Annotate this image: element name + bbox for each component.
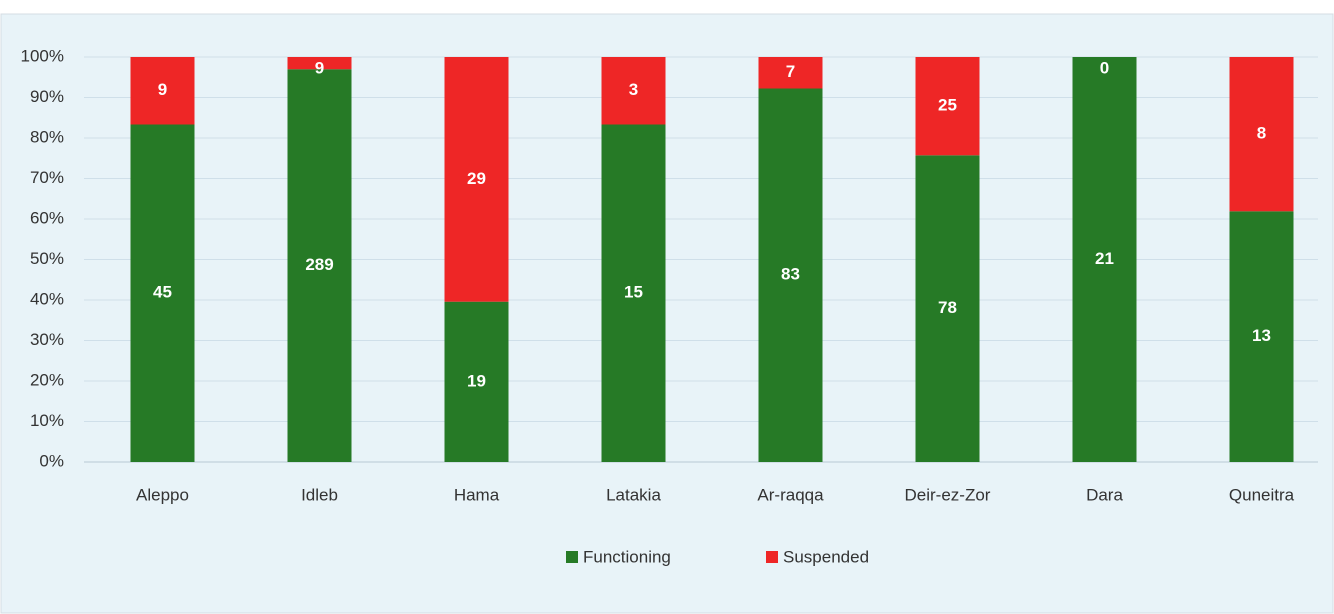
value-label: 19 [467, 371, 486, 390]
bar-segment [287, 69, 352, 463]
value-label: 25 [938, 96, 957, 115]
value-label: 289 [305, 255, 333, 274]
legend-label: Functioning [583, 547, 671, 566]
x-tick-label: Idleb [301, 485, 338, 504]
bar-segment [915, 57, 980, 156]
value-label: 29 [467, 169, 486, 188]
value-label: 45 [153, 283, 172, 302]
bar-segment [444, 301, 509, 462]
value-label: 8 [1257, 124, 1266, 143]
bar-segment [915, 155, 980, 462]
bar-segment [601, 124, 666, 462]
bar-segment [287, 57, 352, 70]
y-tick-label: 60% [30, 208, 64, 227]
x-tick-label: Aleppo [136, 485, 189, 504]
y-tick-label: 0% [39, 451, 64, 470]
y-tick-label: 40% [30, 289, 64, 308]
x-tick-label: Latakia [606, 485, 661, 504]
x-tick-label: Deir-ez-Zor [905, 485, 991, 504]
y-tick-label: 50% [30, 249, 64, 268]
legend-swatch [766, 551, 778, 563]
bar-segment [601, 57, 666, 125]
legend-label: Suspended [783, 547, 869, 566]
y-tick-label: 20% [30, 370, 64, 389]
y-tick-label: 70% [30, 168, 64, 187]
legend-swatch [566, 551, 578, 563]
bar-segment [1229, 57, 1294, 212]
y-tick-label: 30% [30, 330, 64, 349]
value-label: 21 [1095, 249, 1114, 268]
y-tick-label: 90% [30, 87, 64, 106]
value-label: 9 [315, 58, 324, 77]
value-label: 83 [781, 265, 800, 284]
bar-segment [1072, 57, 1137, 462]
y-tick-label: 80% [30, 127, 64, 146]
value-label: 15 [624, 283, 643, 302]
x-tick-label: Ar-raqqa [757, 485, 824, 504]
bar-segment [1229, 211, 1294, 462]
x-tick-label: Dara [1086, 485, 1123, 504]
bar-segment [130, 124, 195, 462]
x-tick-label: Hama [454, 485, 500, 504]
value-label: 7 [786, 62, 795, 81]
value-label: 78 [938, 298, 957, 317]
y-tick-label: 100% [21, 46, 64, 65]
value-label: 0 [1100, 58, 1109, 77]
value-label: 9 [158, 80, 167, 99]
bar-segment [758, 57, 823, 89]
x-tick-label: Quneitra [1229, 485, 1295, 504]
value-label: 3 [629, 80, 638, 99]
value-label: 13 [1252, 326, 1271, 345]
bar-segment [444, 57, 509, 302]
y-tick-label: 10% [30, 411, 64, 430]
bar-segment [130, 57, 195, 125]
bar-segment [758, 88, 823, 462]
